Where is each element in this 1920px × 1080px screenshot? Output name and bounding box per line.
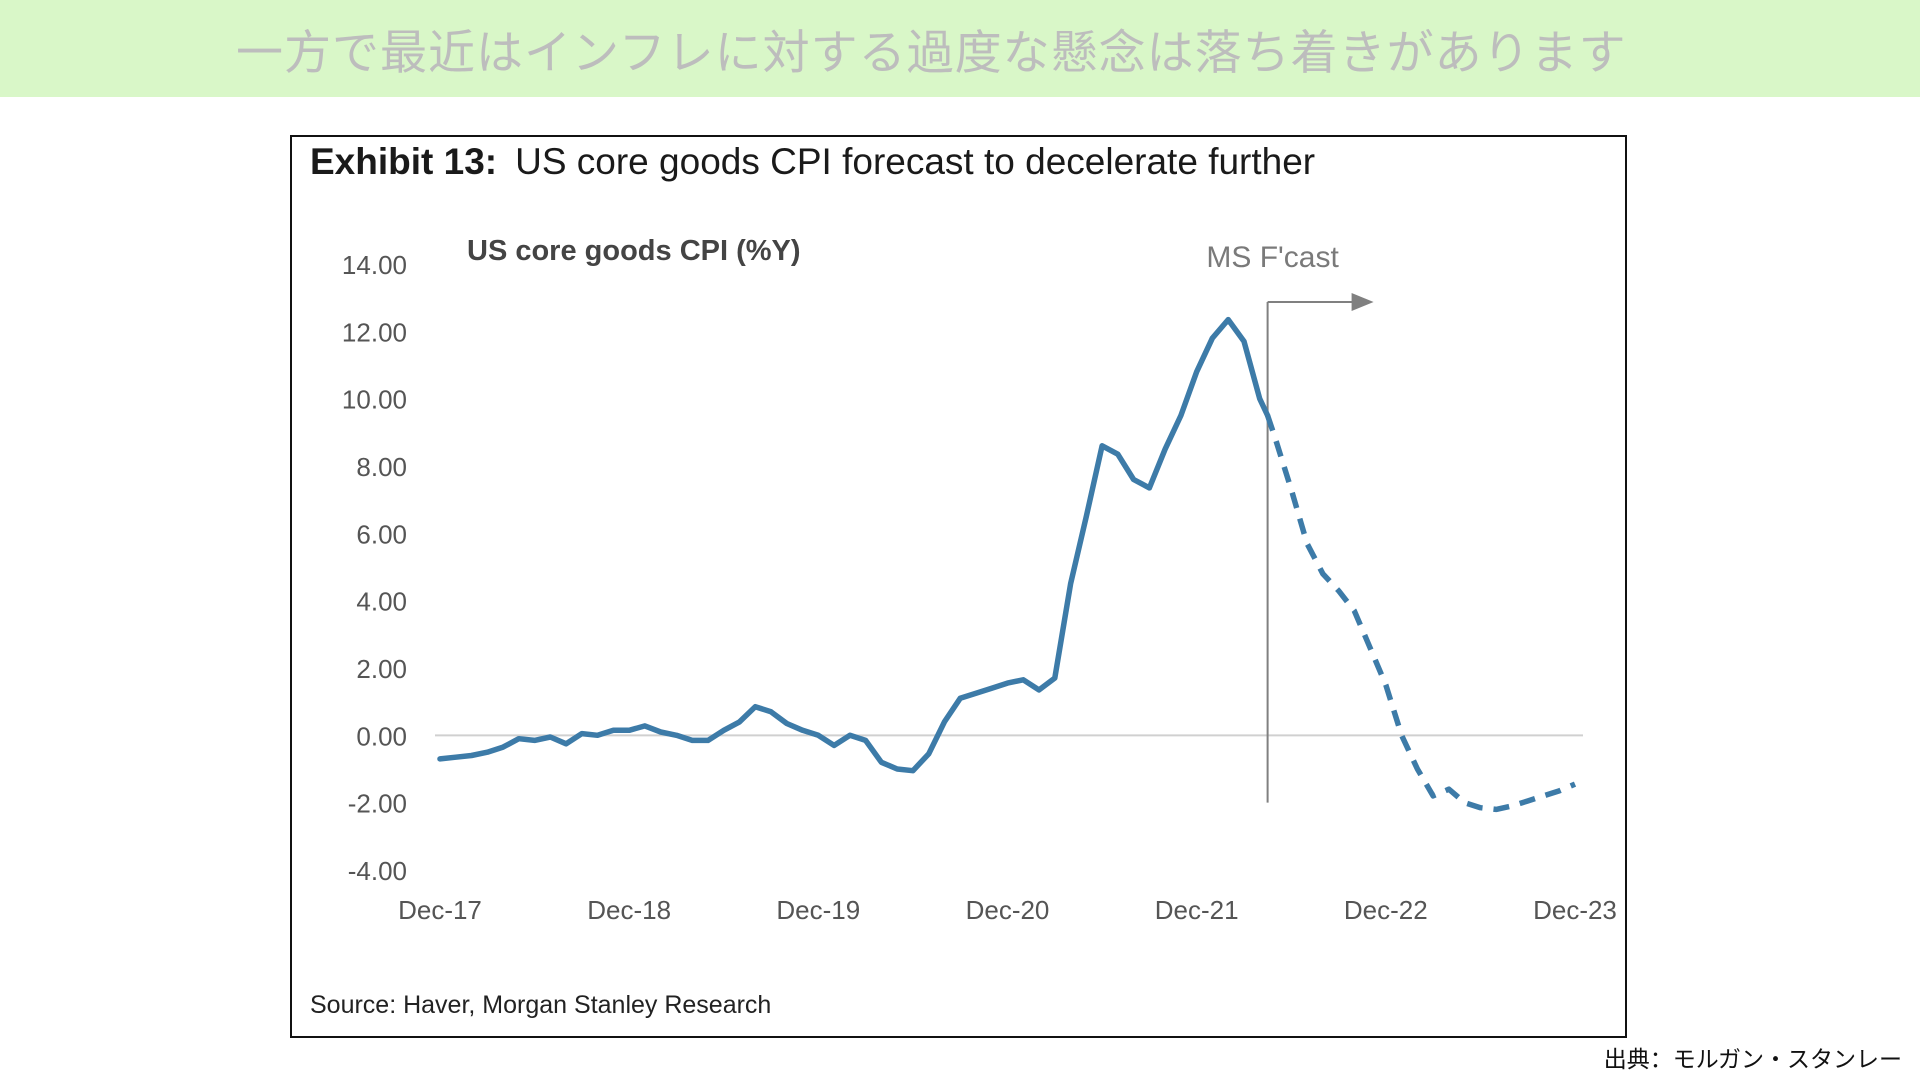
- exhibit-label: Exhibit 13:: [310, 141, 498, 182]
- x-tick-label: Dec-23: [1533, 895, 1617, 925]
- x-axis: Dec-17 Dec-18 Dec-19 Dec-20 Dec-21 Dec-22 Dec-…: [398, 895, 1617, 925]
- y-tick-label: 12.00: [342, 317, 407, 347]
- y-tick-label: 10.00: [342, 385, 407, 415]
- source-credit: 出典：モルガン・スタンレー: [1603, 1047, 1902, 1073]
- y-tick-label: -2.00: [348, 789, 407, 819]
- y-tick-label: 0.00: [356, 721, 407, 751]
- line-chart: US core goods CPI (%Y) 14.00 12.00 10.00 8.…: [342, 235, 1617, 925]
- y-tick-label: 4.00: [356, 587, 407, 617]
- y-tick-label: 6.00: [356, 519, 407, 549]
- y-tick-label: 14.00: [342, 250, 407, 280]
- y-tick-label: -4.00: [348, 856, 407, 886]
- x-tick-label: Dec-19: [776, 895, 860, 925]
- banner-title: 一方で最近はインフレに対する過度な懸念は落ち着きがあります: [236, 26, 1627, 81]
- x-tick-label: Dec-21: [1155, 895, 1239, 925]
- actual-series-line: [437, 316, 1271, 774]
- series-group: [437, 316, 1577, 813]
- chart-label: US core goods CPI (%Y): [467, 235, 801, 267]
- x-tick-label: Dec-17: [398, 895, 482, 925]
- source-note: Source: Haver, Morgan Stanley Research: [310, 991, 772, 1019]
- exhibit-title: Exhibit 13: US core goods CPI forecast to…: [310, 137, 1315, 187]
- forecast-label: MS F'cast: [1206, 241, 1339, 274]
- y-axis: 14.00 12.00 10.00 8.00 6.00 4.00 2.00 0.00 -2.00…: [342, 250, 407, 886]
- y-tick-label: 8.00: [356, 452, 407, 482]
- exhibit-frame: Exhibit 13: US core goods CPI forecast to…: [290, 135, 1627, 1038]
- x-tick-label: Dec-20: [966, 895, 1050, 925]
- x-tick-label: Dec-18: [587, 895, 671, 925]
- header-banner: 一方で最近はインフレに対する過度な懸念は落ち着きがあります: [0, 0, 1920, 97]
- y-tick-label: 2.00: [356, 654, 407, 684]
- exhibit-title-text: US core goods CPI forecast to decelerate…: [515, 141, 1316, 182]
- x-tick-label: Dec-22: [1344, 895, 1428, 925]
- forecast-arrow-icon: [1351, 293, 1374, 311]
- forecast-series-line: [1264, 414, 1577, 813]
